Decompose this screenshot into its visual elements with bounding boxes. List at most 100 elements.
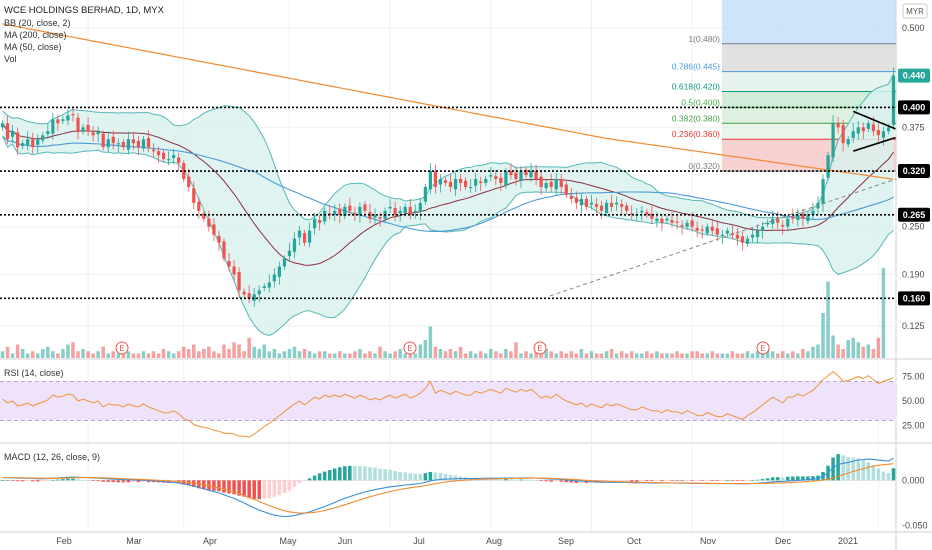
candle-body bbox=[217, 235, 221, 243]
macd-histogram-bar bbox=[338, 467, 342, 481]
candle-body bbox=[861, 127, 865, 132]
candle-body bbox=[21, 143, 25, 146]
macd-histogram-bar bbox=[770, 477, 775, 481]
trendline-drawings[interactable] bbox=[549, 110, 897, 297]
study-label-bb[interactable]: BB (20, close, 2) bbox=[4, 18, 71, 28]
volume-bar bbox=[670, 353, 674, 358]
rsi-title[interactable]: RSI (14, close) bbox=[4, 368, 64, 378]
volume-bar bbox=[549, 351, 553, 358]
macd-histogram-bar bbox=[871, 465, 876, 481]
macd-histogram-bar bbox=[791, 476, 795, 481]
volume-bar bbox=[524, 351, 528, 358]
macd-histogram-bar bbox=[438, 472, 443, 481]
candle-body bbox=[680, 225, 684, 227]
macd-histogram-bar bbox=[96, 480, 100, 482]
time-axis[interactable]: Feb Mar Apr May Jun Jul Aug Sep Oct Nov Dec 2021 bbox=[56, 536, 858, 546]
volume-bar bbox=[181, 346, 186, 358]
macd-histogram-bar bbox=[418, 473, 423, 481]
volume-bar bbox=[156, 353, 161, 358]
rising-trendline bbox=[549, 178, 897, 297]
time-tick-label: Oct bbox=[627, 536, 642, 546]
volume-bar bbox=[539, 353, 543, 358]
macd-histogram-bar bbox=[252, 480, 256, 499]
candle-body bbox=[705, 226, 709, 234]
volume-bar bbox=[831, 335, 835, 358]
macd-histogram-bar bbox=[363, 466, 367, 481]
macd-histogram-bar bbox=[624, 480, 629, 482]
candle-body bbox=[755, 230, 760, 238]
price-axis[interactable]: 0.500 0.375 0.250 0.190 0.125 0.400 0.320 0.265… bbox=[898, 23, 930, 531]
candle-body bbox=[866, 123, 870, 129]
candle-body bbox=[438, 179, 443, 185]
macd-histogram-bar bbox=[836, 454, 840, 481]
volume-bar bbox=[453, 351, 458, 358]
volume-bar bbox=[826, 281, 830, 358]
horizontal-levels[interactable] bbox=[0, 106, 896, 300]
volume-bar bbox=[86, 351, 90, 358]
volume-bar bbox=[836, 344, 840, 358]
volume-bar bbox=[770, 351, 775, 358]
macd-histogram-bar bbox=[51, 479, 55, 481]
macd-histogram-bar bbox=[665, 480, 669, 481]
candle-body bbox=[156, 151, 161, 156]
rsi-line bbox=[2, 371, 894, 438]
macd-histogram-bar bbox=[549, 480, 553, 482]
time-tick-label: Dec bbox=[775, 536, 792, 546]
candle-body bbox=[343, 206, 347, 216]
volume-bar bbox=[609, 349, 614, 358]
volume-bar bbox=[348, 353, 352, 358]
macd-histogram-bar bbox=[695, 480, 699, 481]
macd-histogram-bar bbox=[685, 480, 689, 481]
candle-body bbox=[599, 205, 604, 211]
candle-body bbox=[604, 202, 609, 214]
macd-histogram-bar bbox=[891, 468, 896, 481]
volume-bar bbox=[106, 353, 110, 358]
time-tick-label: Apr bbox=[203, 536, 217, 546]
price-tick-label: 0.500 bbox=[902, 23, 925, 33]
volume-bar bbox=[76, 351, 80, 358]
macd-histogram-bar bbox=[619, 480, 624, 482]
volume-bar bbox=[368, 351, 372, 358]
volume-bar bbox=[574, 353, 579, 358]
fib-zone bbox=[722, 91, 896, 108]
symbol-title[interactable]: WCE HOLDINGS BERHAD, 1D, MYX bbox=[4, 5, 165, 16]
candle-body bbox=[509, 171, 513, 176]
macd-title[interactable]: MACD (12, 26, close, 9) bbox=[4, 452, 100, 462]
volume-bar bbox=[811, 346, 815, 358]
volume-bar bbox=[71, 342, 75, 358]
volume-bar bbox=[816, 344, 820, 358]
volume-bar bbox=[604, 351, 609, 358]
macd-line bbox=[2, 457, 894, 518]
macd-histogram-bar bbox=[101, 480, 105, 482]
candle-body bbox=[529, 171, 533, 178]
candle-body bbox=[685, 222, 689, 227]
macd-histogram-bar bbox=[524, 479, 528, 481]
volume-bar bbox=[378, 346, 382, 358]
macd-histogram-bar bbox=[564, 480, 569, 483]
rsi-tick-label: 75.00 bbox=[902, 372, 925, 382]
fib-level-label: 0.382(0.380) bbox=[672, 113, 720, 123]
macd-histogram-bar bbox=[217, 480, 221, 492]
candle-body bbox=[172, 155, 176, 158]
volume-bar bbox=[413, 353, 418, 358]
macd-pane bbox=[0, 454, 896, 518]
fib-level-label: 1(0.480) bbox=[688, 34, 720, 44]
macd-histogram-bar bbox=[886, 472, 891, 481]
candle-body bbox=[358, 206, 362, 215]
candle-body bbox=[161, 152, 166, 160]
candle-body bbox=[655, 218, 659, 222]
macd-histogram-bar bbox=[76, 479, 80, 481]
study-label-vol[interactable]: Vol bbox=[4, 54, 17, 64]
candle-body bbox=[695, 227, 699, 231]
volume-bar bbox=[141, 351, 146, 358]
study-label-ma50[interactable]: MA (50, close) bbox=[4, 42, 62, 52]
macd-histogram-bar bbox=[61, 479, 65, 481]
study-label-ma200[interactable]: MA (200, close) bbox=[4, 30, 67, 40]
volume-bar bbox=[559, 351, 564, 358]
candle-body bbox=[846, 139, 850, 145]
currency-box[interactable] bbox=[902, 3, 928, 19]
macd-histogram-bar bbox=[640, 480, 644, 482]
candle-body bbox=[806, 214, 810, 222]
